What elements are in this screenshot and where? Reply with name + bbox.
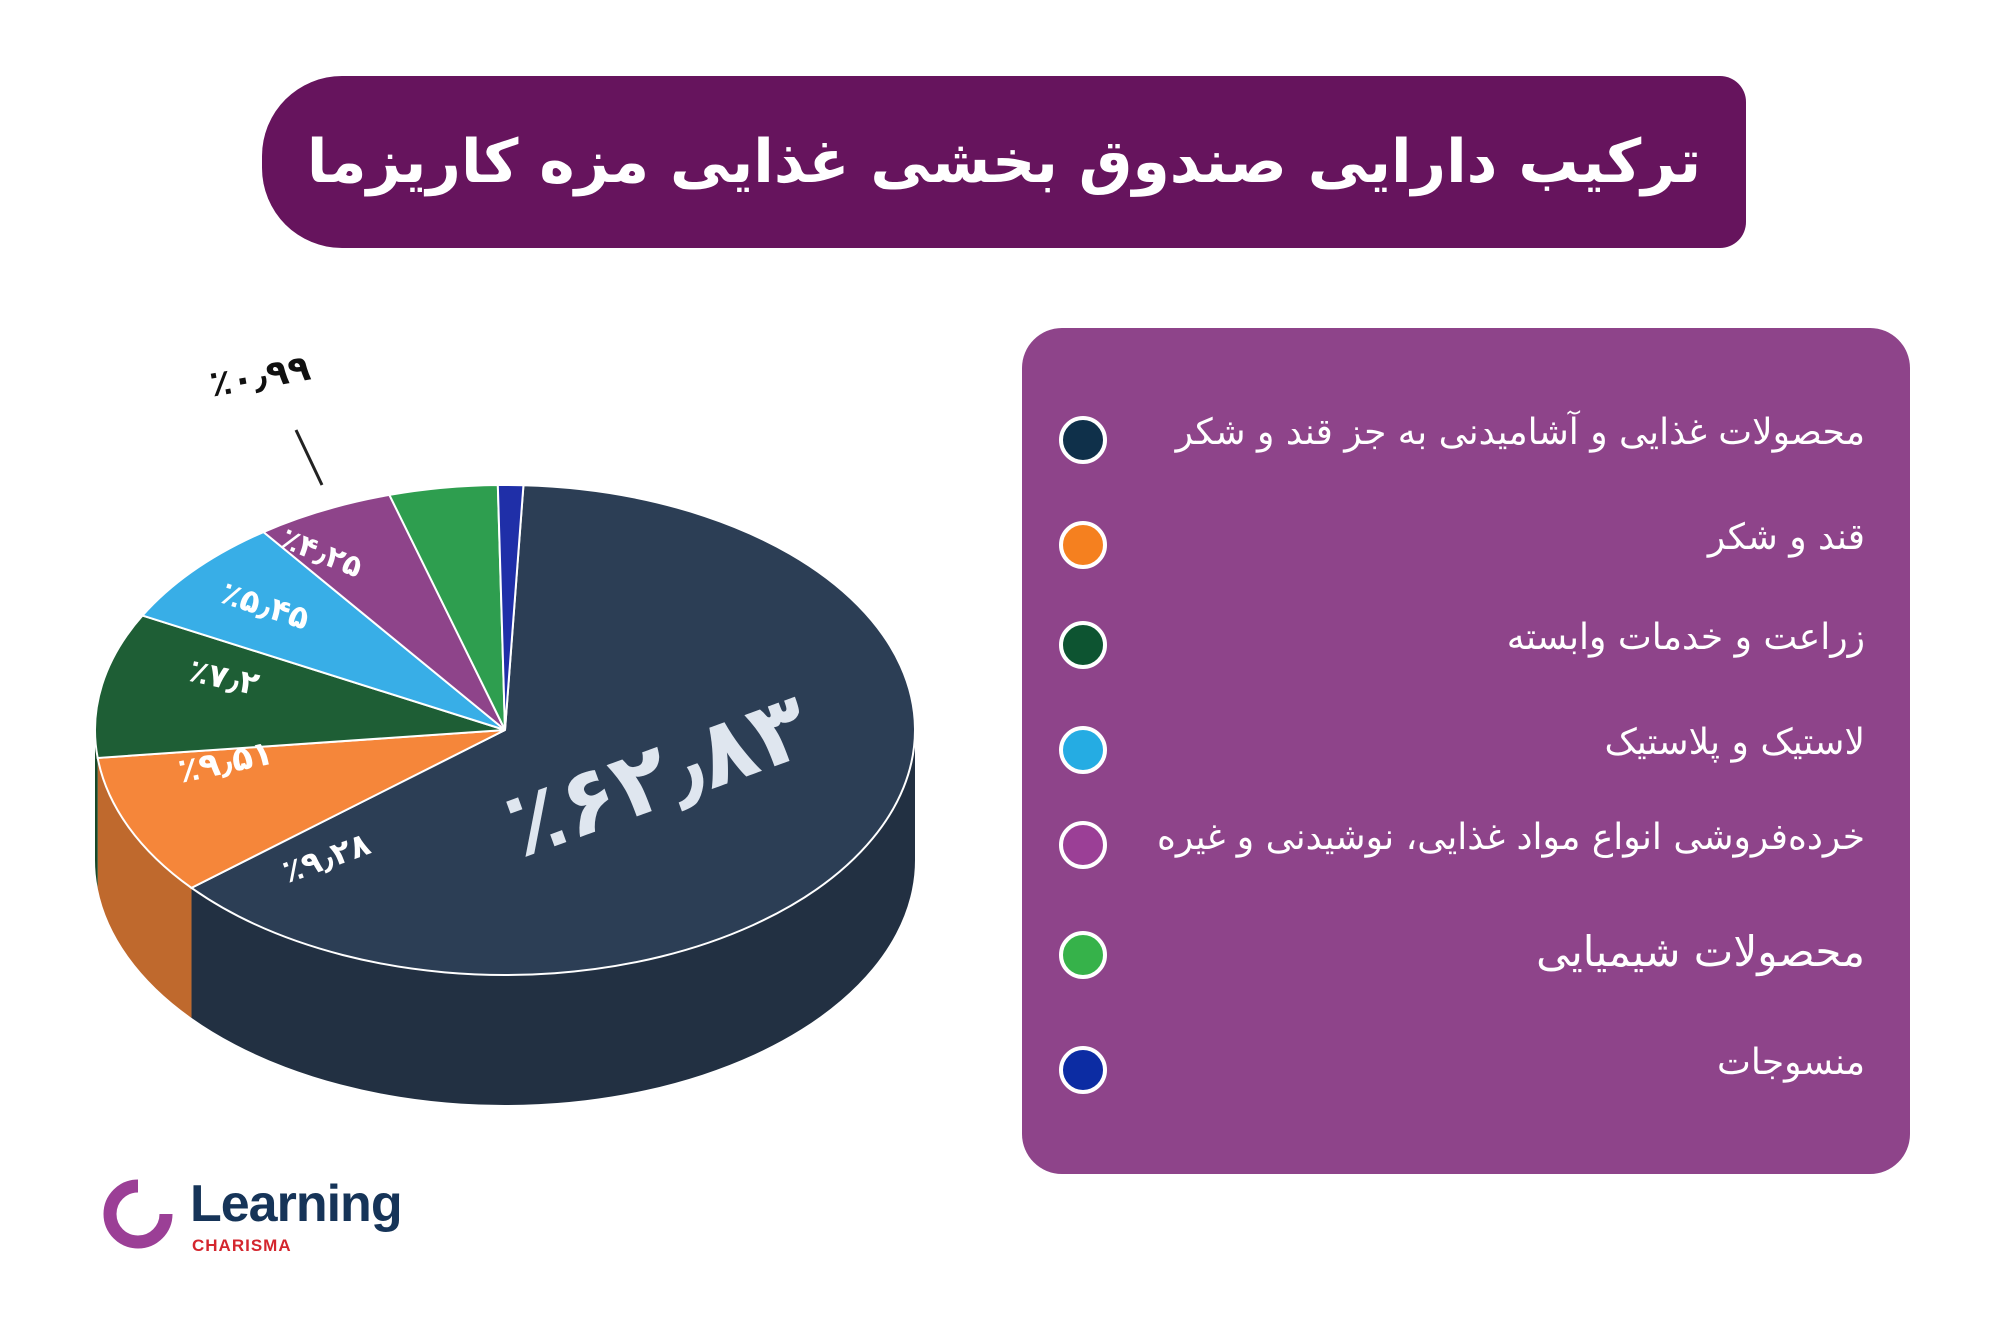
legend-item: قند و شکر <box>1022 513 1910 583</box>
legend-label: زراعت و خدمات وابسته <box>1506 617 1865 658</box>
legend-color-swatch <box>1059 931 1107 979</box>
legend-item: خرده‌فروشی انواع مواد غذایی، نوشیدنی و غ… <box>1022 813 1910 883</box>
legend-label: قند و شکر <box>1707 517 1865 558</box>
legend-item: محصولات شیمیایی <box>1022 923 1910 993</box>
leader-line <box>294 429 324 486</box>
logo-name: Learning <box>190 1175 403 1233</box>
logo-ring-icon <box>103 1179 173 1249</box>
legend-label: منسوجات <box>1717 1042 1865 1083</box>
title-banner: ترکیب دارایی صندوق بخشی غذایی مزه کاریزم… <box>262 76 1746 248</box>
pie-slice <box>140 530 506 731</box>
legend-panel: محصولات غذایی و آشامیدنی به جز قند و شکر… <box>1022 328 1910 1174</box>
pie-slice <box>189 484 916 976</box>
pie-side-wall <box>95 730 98 888</box>
chart-title: ترکیب دارایی صندوق بخشی غذایی مزه کاریزم… <box>306 127 1702 197</box>
pie-slice <box>94 614 506 759</box>
pie-slice-label: ٪۰٫۹۹ <box>207 348 314 406</box>
legend-color-swatch <box>1059 521 1107 569</box>
pie-side-wall <box>191 730 916 1105</box>
pie-sides <box>95 730 916 1105</box>
pie-slice <box>96 729 506 890</box>
legend-item: محصولات غذایی و آشامیدنی به جز قند و شکر <box>1022 408 1910 478</box>
legend-item: زراعت و خدمات وابسته <box>1022 613 1910 683</box>
pie-top <box>94 484 916 976</box>
legend-color-swatch <box>1059 416 1107 464</box>
legend-item: لاستیک و پلاستیک <box>1022 718 1910 788</box>
legend-label: لاستیک و پلاستیک <box>1604 722 1865 763</box>
legend-color-swatch <box>1059 726 1107 774</box>
legend-color-swatch <box>1059 821 1107 869</box>
legend-item: منسوجات <box>1022 1038 1910 1108</box>
legend-color-swatch <box>1059 1046 1107 1094</box>
pie-slice <box>261 493 506 731</box>
legend-color-swatch <box>1059 621 1107 669</box>
legend-label: خرده‌فروشی انواع مواد غذایی، نوشیدنی و غ… <box>1156 817 1865 858</box>
pie-slice <box>496 484 525 731</box>
learning-charisma-logo: Learning CHARISMA <box>98 1174 458 1255</box>
legend-label: محصولات غذایی و آشامیدنی به جز قند و شکر <box>1175 412 1865 453</box>
legend-label: محصولات شیمیایی <box>1536 927 1865 976</box>
pie-side-wall <box>97 757 192 1018</box>
logo-subtitle: CHARISMA <box>192 1236 292 1255</box>
